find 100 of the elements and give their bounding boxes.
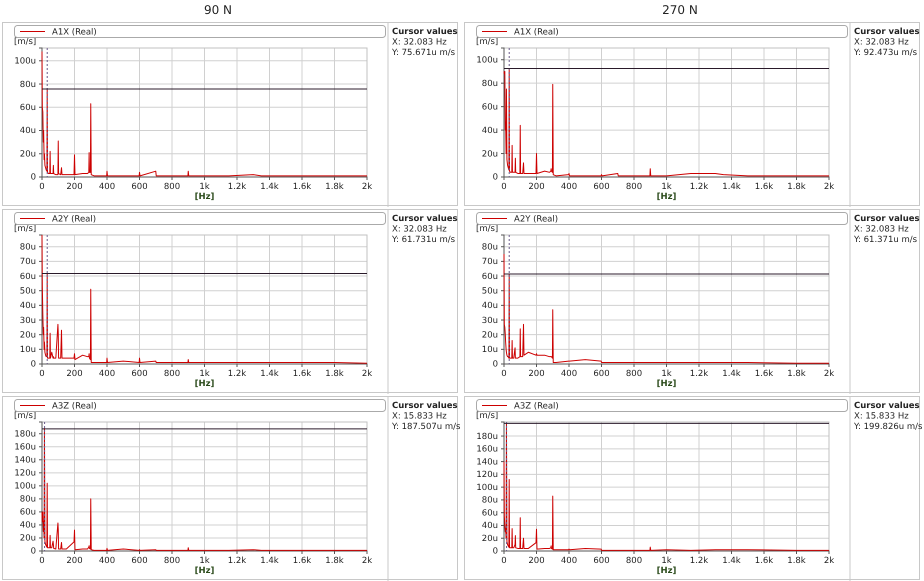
y-tick-label: 20u [482, 149, 498, 160]
y-tick-label: 100u [476, 482, 498, 493]
line-series [504, 254, 830, 364]
y-tick-label: 140u [14, 456, 36, 466]
text: X: 15.833 Hz [392, 412, 448, 422]
text: Y: 61.731u m/s [391, 235, 456, 245]
x-axis-title: [Hz] [194, 566, 215, 576]
x-tick-label: 1.2k [228, 556, 246, 566]
y-tick-label: 0 [492, 546, 498, 557]
y-tick-label: 60u [20, 102, 36, 113]
y-tick-label: 20u [482, 534, 498, 544]
y-tick-label: 120u [14, 468, 36, 479]
y-tick-label: 100u [476, 55, 498, 66]
text: Cursor values [854, 214, 920, 224]
y-tick-label: 0 [30, 172, 36, 183]
x-tick-label: 1.6k [754, 369, 774, 380]
x-tick-label: 200 [528, 556, 545, 566]
x-tick-label: 1.8k [325, 369, 344, 380]
y-tick-label: 80u [20, 80, 36, 90]
x-axis-title: [Hz] [656, 192, 677, 202]
y-tick-label: 20u [20, 149, 36, 160]
x-tick-label: 1.4k [722, 369, 741, 380]
x-axis-title: [Hz] [656, 566, 677, 576]
x-axis-title: [Hz] [194, 192, 215, 202]
y-tick-label: 40u [20, 301, 36, 312]
x-tick-label: 1.8k [787, 182, 806, 192]
x-tick-label: 800 [164, 556, 180, 566]
y-tick-label: 60u [482, 272, 498, 282]
y-tick-label: 10u [482, 345, 498, 356]
y-tick-label: 180u [476, 432, 498, 442]
x-tick-label: 600 [593, 369, 610, 380]
text: Cursor values [392, 401, 458, 411]
y-axis-title: [m/s] [14, 411, 36, 421]
x-tick-label: 1.6k [292, 369, 312, 380]
line-series [42, 428, 368, 551]
y-tick-label: 0 [492, 172, 498, 183]
x-tick-label: 400 [560, 182, 578, 192]
x-tick-label: 1.6k [292, 556, 312, 566]
y-tick-label: 80u [20, 242, 36, 252]
x-tick-label: 200 [66, 369, 83, 380]
x-axis-title: [Hz] [656, 379, 677, 389]
x-tick-label: 200 [528, 369, 545, 380]
legend-label: A2Y (Real) [52, 214, 96, 224]
y-tick-label: 40u [482, 301, 498, 312]
x-tick-label: 1.8k [787, 369, 806, 380]
text: Cursor values [392, 27, 458, 37]
text: Y: 75.671u m/s [391, 48, 456, 58]
y-tick-label: 120u [476, 470, 498, 480]
y-tick-label: 60u [20, 272, 36, 282]
y-tick-label: 60u [482, 102, 498, 112]
x-tick-label: 2k [824, 182, 834, 192]
x-tick-label: 600 [131, 369, 148, 380]
x-tick-label: 0 [39, 182, 45, 192]
x-tick-label: 0 [501, 556, 507, 566]
legend-label: A2Y (Real) [514, 214, 558, 224]
text: Y: 199.826u m/s [853, 422, 924, 432]
x-tick-label: 200 [66, 556, 83, 566]
x-tick-label: 1.4k [722, 556, 741, 566]
text: Y: 187.507u m/s [391, 422, 462, 432]
y-tick-label: 50u [482, 286, 498, 296]
x-tick-label: 400 [98, 369, 116, 380]
x-tick-label: 1.6k [754, 182, 774, 192]
x-tick-label: 2k [362, 369, 372, 380]
y-tick-label: 80u [482, 496, 498, 506]
y-tick-label: 140u [476, 457, 498, 468]
y-axis-title: [m/s] [476, 411, 498, 421]
y-tick-label: 30u [482, 316, 498, 326]
legend-label: A3Z (Real) [52, 402, 97, 412]
x-tick-label: 2k [362, 556, 372, 566]
x-tick-label: 1.2k [228, 182, 246, 192]
y-tick-label: 160u [14, 442, 36, 452]
y-axis-title: [m/s] [14, 37, 36, 47]
line-series [504, 68, 830, 176]
line-series [504, 423, 830, 551]
x-tick-label: 1k [199, 369, 210, 380]
x-tick-label: 600 [131, 182, 148, 192]
x-tick-label: 800 [164, 182, 180, 192]
legend-label: A1X (Real) [514, 28, 559, 38]
x-tick-label: 1k [199, 556, 210, 566]
x-tick-label: 200 [66, 182, 83, 192]
x-tick-label: 800 [626, 369, 642, 380]
y-tick-label: 20u [482, 330, 498, 340]
x-tick-label: 1k [199, 182, 210, 192]
text: X: 32.083 Hz [854, 224, 910, 234]
x-tick-label: 600 [593, 556, 610, 566]
x-tick-label: 1.4k [260, 556, 279, 566]
text: Y: 92.473u m/s [853, 48, 918, 58]
x-tick-label: 400 [98, 182, 116, 192]
x-tick-label: 400 [560, 556, 578, 566]
text: Cursor values [392, 214, 458, 224]
y-tick-label: 80u [482, 78, 498, 89]
x-tick-label: 1.4k [260, 369, 279, 380]
x-tick-label: 0 [501, 182, 507, 192]
line-series [42, 234, 368, 364]
y-tick-label: 100u [14, 56, 36, 67]
chart-title: 270 N [662, 3, 698, 17]
x-tick-label: 2k [824, 369, 834, 380]
y-tick-label: 0 [30, 360, 36, 370]
y-tick-label: 60u [482, 508, 498, 518]
x-tick-label: 800 [626, 182, 642, 192]
